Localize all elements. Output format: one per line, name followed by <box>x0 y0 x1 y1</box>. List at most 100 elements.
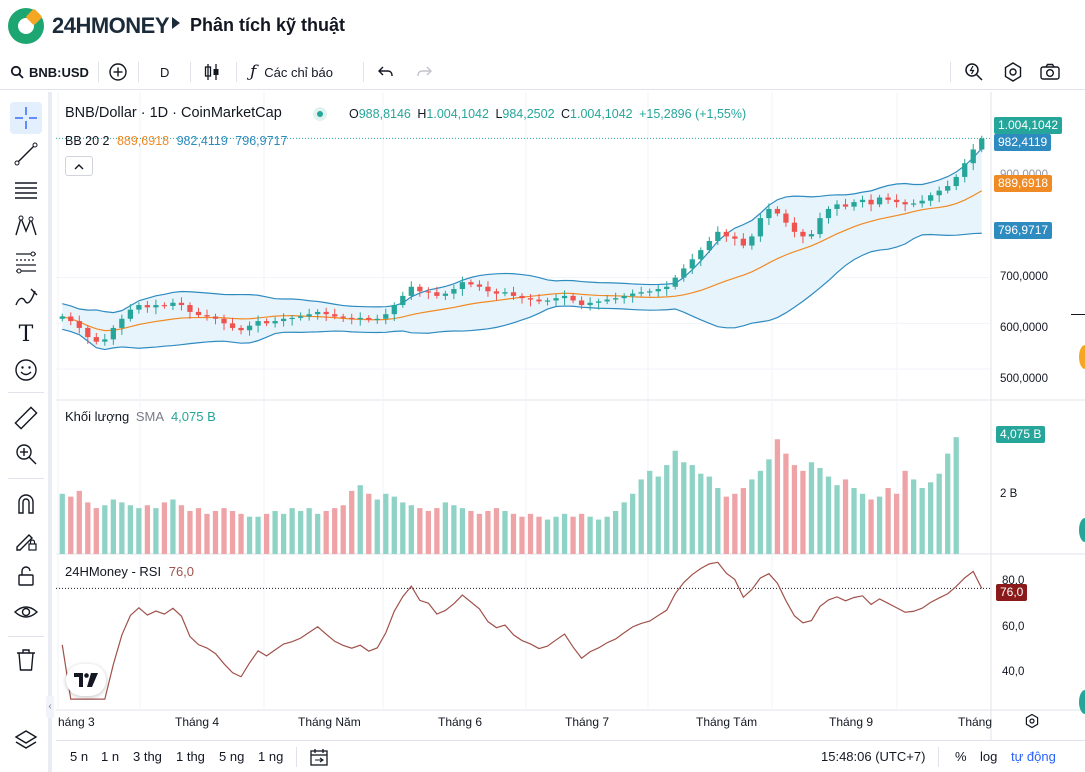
delete-tool[interactable] <box>10 644 42 676</box>
volume-bar <box>570 516 576 554</box>
range-button[interactable]: 1 thg <box>176 749 205 764</box>
percent-toggle[interactable]: % <box>955 749 967 764</box>
zoom-quick-button[interactable] <box>963 54 985 90</box>
text-tool[interactable]: T <box>10 318 42 350</box>
volume-bar <box>255 516 261 554</box>
date-range-button[interactable] <box>309 747 329 772</box>
range-button[interactable]: 5 n <box>70 749 89 764</box>
undo-icon <box>378 66 393 76</box>
chart-canvas[interactable] <box>56 92 1085 740</box>
brush-tool[interactable] <box>10 282 42 314</box>
candle-body <box>842 204 849 207</box>
volume-bar <box>825 476 832 554</box>
candle-body <box>979 138 985 150</box>
range-button[interactable]: 3 thg <box>133 749 162 764</box>
indicators-button[interactable]: ƒ Các chỉ báo <box>250 54 333 90</box>
range-button[interactable]: 1 ng <box>258 749 284 764</box>
volume-bar <box>698 473 704 554</box>
range-button[interactable]: 5 ng <box>219 749 245 764</box>
candle-body <box>834 204 840 209</box>
lock-tool[interactable] <box>10 560 42 592</box>
symbol-search[interactable]: BNB:USD <box>10 54 89 90</box>
candle-body <box>544 300 551 302</box>
candle-body <box>561 295 568 299</box>
log-toggle[interactable]: log <box>980 749 998 764</box>
lock-drawings-pencil-tool[interactable] <box>10 524 42 556</box>
volume-bar <box>204 513 210 554</box>
search-icon <box>10 65 24 79</box>
magnet-tool[interactable] <box>10 488 42 520</box>
auto-scale-toggle[interactable]: tự động <box>1011 749 1056 764</box>
compare-button[interactable] <box>108 54 128 90</box>
candle-body <box>604 299 610 302</box>
candle-body <box>859 199 866 203</box>
time-label: Tháng 4 <box>175 715 220 729</box>
crosshair-tool[interactable] <box>10 102 42 134</box>
volume-bar <box>408 505 414 554</box>
price-tick: 500,0000 <box>1000 373 1048 385</box>
rsi-legend[interactable]: 24HMoney - RSI 76,0 <box>65 564 195 579</box>
volume-bar <box>246 516 253 554</box>
expand-left-handle[interactable]: ‹ <box>46 696 54 718</box>
range-button[interactable]: 1 n <box>101 749 120 764</box>
horizontal-lines-tool[interactable] <box>10 174 42 206</box>
ruler-tool[interactable] <box>10 402 42 434</box>
trendline-icon <box>14 142 38 166</box>
undo-button[interactable] <box>377 54 395 90</box>
candle-body <box>970 149 976 164</box>
brand-name[interactable]: 24HMONEY <box>52 13 170 38</box>
candle-body <box>902 202 908 205</box>
pattern-tool[interactable] <box>10 210 42 242</box>
volume-bar <box>536 516 542 554</box>
series-title[interactable]: BNB/Dollar · 1D · CoinMarketCap <box>65 105 282 121</box>
chart-area[interactable]: BNB/Dollar · 1D · CoinMarketCap O988,814… <box>46 92 1085 772</box>
candle-body <box>885 197 891 200</box>
settings-button[interactable] <box>1002 54 1024 90</box>
side-widget-icon[interactable] <box>1079 690 1085 714</box>
candle-body <box>647 291 653 293</box>
candle-body <box>493 291 500 294</box>
candle-body <box>204 315 210 317</box>
fib-tool[interactable] <box>10 246 42 278</box>
volume-legend[interactable]: Khối lượng SMA 4,075 B <box>65 409 216 424</box>
clock-timezone[interactable]: 15:48:06 (UTC+7) <box>821 749 926 764</box>
trendline-tool[interactable] <box>10 138 42 170</box>
time-axis-settings-button[interactable] <box>1024 713 1040 734</box>
candle-body <box>664 286 670 290</box>
volume-bar <box>417 508 423 554</box>
tradingview-logo[interactable] <box>66 664 106 696</box>
collapse-legend-button[interactable] <box>65 156 93 176</box>
candle-body <box>408 286 414 296</box>
redo-button[interactable] <box>415 54 433 90</box>
chart-type-button[interactable] <box>203 54 221 90</box>
screenshot-button[interactable] <box>1039 54 1061 90</box>
smiley-icon <box>15 359 37 381</box>
breadcrumb-arrow-icon <box>172 17 180 29</box>
candle-body <box>280 318 287 322</box>
side-widget-icon[interactable] <box>1079 345 1085 369</box>
emoji-tool[interactable] <box>10 354 42 386</box>
candle-body <box>553 298 559 301</box>
candle-body <box>732 236 738 239</box>
visibility-tool[interactable] <box>10 596 42 628</box>
interval-button[interactable]: D <box>160 64 170 80</box>
add-circle-icon <box>109 63 127 81</box>
candle-body <box>170 302 176 306</box>
candle-body <box>910 203 917 205</box>
bb-lower-tag: 796,9717 <box>994 222 1053 239</box>
volume-bar <box>757 470 764 554</box>
bb-legend[interactable]: BB 20 2 889,6918 982,4119 796,9717 <box>65 134 288 148</box>
volume-bar <box>93 508 99 554</box>
object-tree-tool[interactable] <box>10 724 42 756</box>
zoom-in-tool[interactable] <box>10 438 42 470</box>
side-widget-icon[interactable] <box>1079 518 1085 542</box>
brand-logo-icon[interactable] <box>8 8 44 44</box>
candle-body <box>476 284 483 287</box>
volume-bar <box>561 513 568 554</box>
candle-body <box>425 291 431 293</box>
volume-bar <box>485 510 491 554</box>
volume-bar <box>374 499 380 554</box>
volume-bar <box>638 479 644 554</box>
candle-body <box>962 163 968 177</box>
volume-bar <box>178 505 185 554</box>
